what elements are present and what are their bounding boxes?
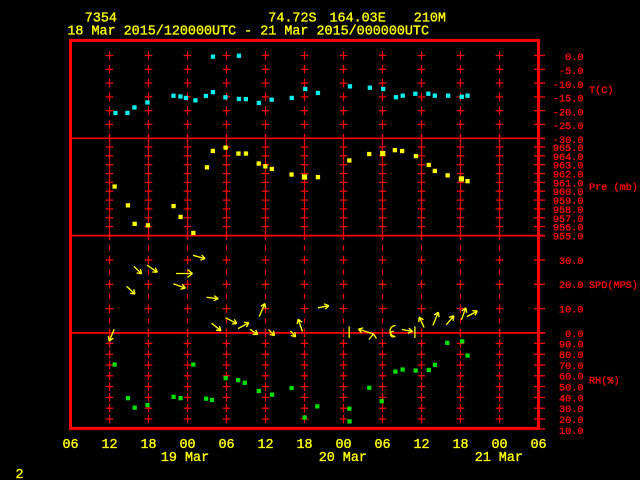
svg-text:90.0: 90.0 xyxy=(559,340,583,351)
svg-text:12: 12 xyxy=(101,438,117,453)
svg-text:7354: 7354 xyxy=(85,12,117,27)
svg-text:960.0: 960.0 xyxy=(553,188,584,199)
svg-text:21 Mar: 21 Mar xyxy=(475,451,523,466)
svg-text:18 Mar 2015/120000UTC - 21 Mar: 18 Mar 2015/120000UTC - 21 Mar 2015/0000… xyxy=(67,25,429,40)
svg-text:20 Mar: 20 Mar xyxy=(319,451,367,466)
svg-text:00: 00 xyxy=(491,438,507,453)
svg-text:962.0: 962.0 xyxy=(553,171,584,182)
svg-text:958.0: 958.0 xyxy=(553,206,584,217)
svg-text:164.03E: 164.03E xyxy=(330,12,386,27)
svg-text:06: 06 xyxy=(218,438,234,453)
svg-text:10.0: 10.0 xyxy=(559,306,583,317)
svg-text:963.0: 963.0 xyxy=(553,162,584,173)
svg-text:959.0: 959.0 xyxy=(553,197,584,208)
svg-text:20.0: 20.0 xyxy=(559,416,583,427)
svg-text:30.0: 30.0 xyxy=(559,405,583,416)
svg-text:-5.0: -5.0 xyxy=(559,67,583,78)
svg-text:0.0: 0.0 xyxy=(565,330,583,341)
svg-text:19 Mar: 19 Mar xyxy=(161,451,209,466)
svg-text:80.0: 80.0 xyxy=(559,351,583,362)
svg-text:70.0: 70.0 xyxy=(559,362,583,373)
svg-text:0.0: 0.0 xyxy=(565,53,583,64)
svg-text:00: 00 xyxy=(179,438,195,453)
svg-text:957.0: 957.0 xyxy=(553,215,584,226)
svg-text:12: 12 xyxy=(413,438,429,453)
svg-text:965.0: 965.0 xyxy=(553,144,584,155)
svg-text:-10.0: -10.0 xyxy=(553,81,584,92)
svg-text:RH(%): RH(%) xyxy=(589,376,620,388)
svg-text:30.0: 30.0 xyxy=(559,257,583,268)
svg-text:00: 00 xyxy=(335,438,351,453)
svg-text:18: 18 xyxy=(296,438,312,453)
svg-text:T(C): T(C) xyxy=(589,85,613,97)
svg-text:06: 06 xyxy=(62,438,78,453)
svg-text:40.0: 40.0 xyxy=(559,394,583,405)
svg-text:06: 06 xyxy=(374,438,390,453)
svg-text:964.0: 964.0 xyxy=(553,153,584,164)
svg-text:20.0: 20.0 xyxy=(559,281,583,292)
svg-text:-25.0: -25.0 xyxy=(553,122,584,133)
svg-text:74.72S: 74.72S xyxy=(268,12,316,27)
svg-text:12: 12 xyxy=(257,438,273,453)
svg-text:956.0: 956.0 xyxy=(553,224,584,235)
svg-text:10.0: 10.0 xyxy=(559,427,583,438)
svg-text:-20.0: -20.0 xyxy=(553,108,584,119)
svg-text:06: 06 xyxy=(530,438,546,453)
svg-text:18: 18 xyxy=(452,438,468,453)
svg-text:210M: 210M xyxy=(414,12,446,27)
svg-text:2: 2 xyxy=(16,468,24,480)
svg-text:Pre (mb): Pre (mb) xyxy=(589,182,638,194)
svg-text:50.0: 50.0 xyxy=(559,384,583,395)
svg-text:18: 18 xyxy=(140,438,156,453)
svg-text:-15.0: -15.0 xyxy=(553,95,584,106)
svg-text:961.0: 961.0 xyxy=(553,179,584,190)
svg-text:SPD(MPS): SPD(MPS) xyxy=(589,280,638,292)
svg-text:60.0: 60.0 xyxy=(559,373,583,384)
svg-text:-30.0: -30.0 xyxy=(553,136,584,147)
svg-text:955.0: 955.0 xyxy=(553,233,584,244)
